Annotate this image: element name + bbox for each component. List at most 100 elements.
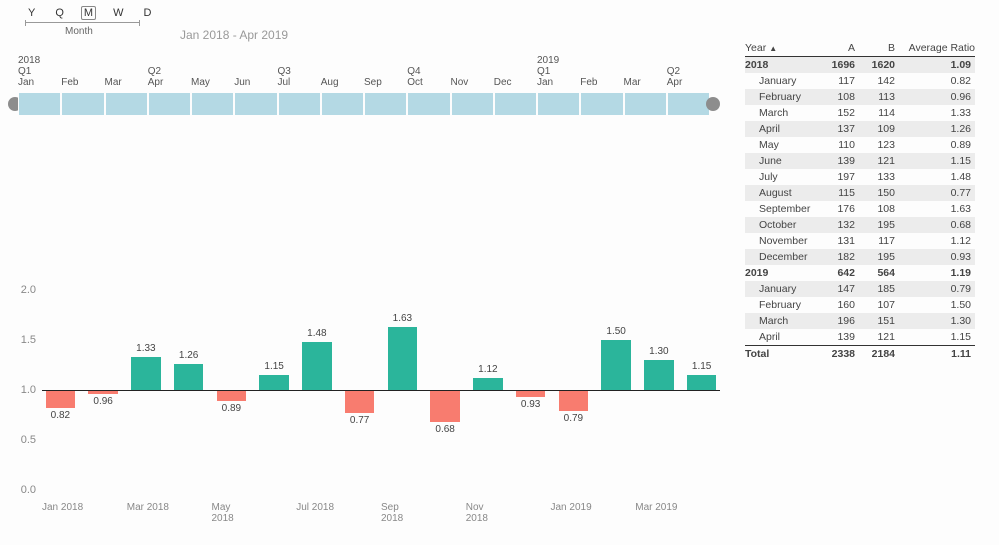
ratio-bar-chart: 0.00.51.01.52.0 0.820.961.331.260.891.15…	[10, 290, 730, 530]
y-tick: 1.0	[21, 384, 36, 396]
table-body: 2018169616201.09January1171420.82Februar…	[745, 57, 975, 345]
bar-value-label: 0.77	[341, 415, 378, 426]
bar-value-label: 0.82	[42, 410, 79, 421]
table-row[interactable]: August1151500.77	[745, 185, 975, 201]
timeline-cells[interactable]	[18, 92, 710, 116]
table-row[interactable]: October1321950.68	[745, 217, 975, 233]
timeline-slicer[interactable]: 20182019 Q1Q2Q3Q4Q1Q2 JanFebMarAprMayJun…	[18, 55, 710, 116]
bar-value-label: 1.33	[128, 343, 165, 354]
x-tick: Sep 2018	[381, 502, 423, 524]
table-row[interactable]: March1521141.33	[745, 105, 975, 121]
x-tick: Jan 2018	[42, 502, 84, 524]
x-tick	[593, 502, 635, 524]
bar-value-label: 0.96	[85, 396, 122, 407]
bar-value-label: 1.63	[384, 313, 421, 324]
bar-value-label: 0.89	[213, 403, 250, 414]
table-row[interactable]: July1971331.48	[745, 169, 975, 185]
timeline-cell[interactable]	[18, 92, 61, 116]
timeline-cell[interactable]	[407, 92, 450, 116]
x-tick	[254, 502, 296, 524]
bar-value-label: 1.12	[470, 364, 507, 375]
granularity-y[interactable]: Y	[25, 6, 38, 20]
x-tick	[423, 502, 465, 524]
granularity-q[interactable]: Q	[52, 6, 67, 20]
x-tick	[84, 502, 126, 524]
timeline-cell[interactable]	[537, 92, 580, 116]
table-row[interactable]: February1601071.50	[745, 297, 975, 313]
timeline-cell[interactable]	[494, 92, 537, 116]
table-row[interactable]: September1761081.63	[745, 201, 975, 217]
y-tick: 2.0	[21, 284, 36, 296]
x-tick: Nov 2018	[466, 502, 508, 524]
sort-asc-icon: ▲	[769, 44, 777, 53]
timeline-cell[interactable]	[61, 92, 104, 116]
chart-x-axis: Jan 2018 Mar 2018 May 2018 Jul 2018 Sep 2018…	[42, 502, 720, 524]
timeline-cell[interactable]	[451, 92, 494, 116]
x-tick: May 2018	[212, 502, 254, 524]
y-tick: 0.0	[21, 484, 36, 496]
timeline-cell[interactable]	[278, 92, 321, 116]
table-row[interactable]: April1371091.26	[745, 121, 975, 137]
table-year-row[interactable]: 2018169616201.09	[745, 57, 975, 73]
timeline-quarter-row: Q1Q2Q3Q4Q1Q2	[18, 66, 710, 77]
table-row[interactable]: January1471850.79	[745, 281, 975, 297]
x-tick	[339, 502, 381, 524]
table-row[interactable]: December1821950.93	[745, 249, 975, 265]
table-year-row[interactable]: 20196425641.19	[745, 265, 975, 281]
bar-value-label: 1.48	[299, 328, 336, 339]
chart-baseline	[42, 390, 720, 391]
granularity-m[interactable]: M	[81, 6, 96, 20]
table-total-row: Total 2338 2184 1.11	[745, 345, 975, 362]
bar-value-label: 0.93	[512, 399, 549, 410]
x-tick	[508, 502, 550, 524]
timeline-bar[interactable]	[18, 92, 710, 116]
x-tick	[678, 502, 720, 524]
date-range-label: Jan 2018 - Apr 2019	[180, 28, 288, 42]
bar-value-label: 0.68	[427, 424, 464, 435]
chart-y-axis: 0.00.51.01.52.0	[10, 290, 40, 490]
timeline-cell[interactable]	[234, 92, 277, 116]
x-tick: Mar 2018	[127, 502, 169, 524]
col-year[interactable]: Year▲	[745, 42, 815, 54]
x-tick: Jan 2019	[551, 502, 593, 524]
table-row[interactable]: June1391211.15	[745, 153, 975, 169]
granularity-ruler	[25, 22, 140, 23]
y-tick: 1.5	[21, 334, 36, 346]
timeline-cell[interactable]	[191, 92, 234, 116]
table-row[interactable]: March1961511.30	[745, 313, 975, 329]
table-row[interactable]: May1101230.89	[745, 137, 975, 153]
timeline-cell[interactable]	[624, 92, 667, 116]
timeline-cell[interactable]	[321, 92, 364, 116]
timeline-month-row: JanFebMarAprMayJunJulAugSepOctNovDecJanF…	[18, 77, 710, 88]
granularity-d[interactable]: D	[140, 6, 154, 20]
bar-value-label: 1.15	[683, 361, 720, 372]
table-row[interactable]: November1311171.12	[745, 233, 975, 249]
timeline-cell[interactable]	[364, 92, 407, 116]
ratio-table: Year▲ A B Average Ratio 2018169616201.09…	[745, 40, 975, 362]
timeline-cell[interactable]	[148, 92, 191, 116]
timeline-cell[interactable]	[105, 92, 148, 116]
granularity-label: Month	[65, 26, 93, 37]
timeline-handle-right[interactable]	[706, 97, 720, 111]
granularity-w[interactable]: W	[110, 6, 126, 20]
x-tick	[169, 502, 211, 524]
timeline-cell[interactable]	[580, 92, 623, 116]
granularity-picker[interactable]: YQMWD	[25, 6, 154, 20]
col-ratio[interactable]: Average Ratio	[895, 42, 975, 54]
col-a[interactable]: A	[815, 42, 855, 54]
timeline-cell[interactable]	[667, 92, 710, 116]
table-row[interactable]: April1391211.15	[745, 329, 975, 345]
timeline-year-row: 20182019	[18, 55, 710, 66]
x-tick: Jul 2018	[296, 502, 338, 524]
bar-value-label: 1.26	[170, 350, 207, 361]
bar-value-label: 1.50	[598, 326, 635, 337]
table-header[interactable]: Year▲ A B Average Ratio	[745, 40, 975, 57]
table-row[interactable]: February1081130.96	[745, 89, 975, 105]
y-tick: 0.5	[21, 434, 36, 446]
bar-value-label: 0.79	[555, 413, 592, 424]
col-b[interactable]: B	[855, 42, 895, 54]
bar-value-label: 1.15	[256, 361, 293, 372]
bar-value-label: 1.30	[641, 346, 678, 357]
x-tick: Mar 2019	[635, 502, 677, 524]
table-row[interactable]: January1171420.82	[745, 73, 975, 89]
